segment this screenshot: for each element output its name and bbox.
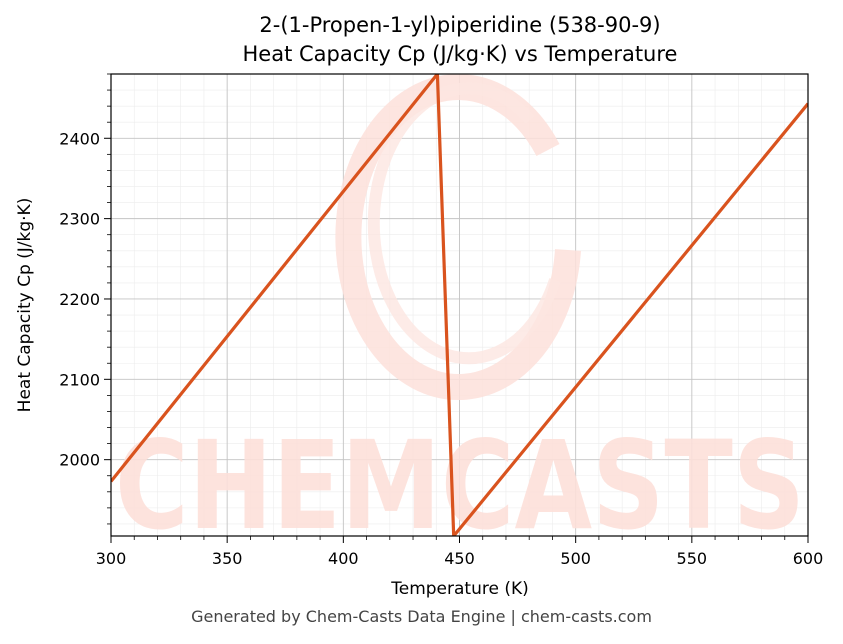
x-tick-label: 400 [328, 549, 359, 568]
x-tick-label: 500 [560, 549, 591, 568]
x-tick-label: 300 [96, 549, 127, 568]
y-tick-label: 2200 [59, 290, 100, 309]
series-group [111, 74, 808, 536]
y-tick-label: 2400 [59, 129, 100, 148]
footer-credit: Generated by Chem-Casts Data Engine | ch… [191, 607, 652, 626]
x-tick-label: 550 [677, 549, 708, 568]
y-axis: 2000 2100 2200 2300 2400 [59, 73, 111, 525]
watermark-text: CHEMCASTS [115, 415, 805, 557]
series-line [111, 74, 808, 536]
major-grid [110, 74, 809, 536]
chart-subtitle: Heat Capacity Cp (J/kg·K) vs Temperature [243, 42, 678, 66]
chart-title: 2-(1-Propen-1-yl)piperidine (538-90-9) [259, 13, 660, 37]
x-axis: 300 350 400 450 500 550 600 [96, 536, 824, 568]
y-tick-label: 2300 [59, 210, 100, 229]
y-tick-label: 2000 [59, 451, 100, 470]
x-axis-label: Temperature (K) [390, 579, 529, 599]
y-axis-label: Heat Capacity Cp (J/kg·K) [15, 198, 35, 413]
x-tick-label: 600 [793, 549, 824, 568]
y-tick-label: 2100 [59, 370, 100, 389]
x-tick-label: 450 [444, 549, 475, 568]
x-tick-label: 350 [212, 549, 243, 568]
chemcasts-watermark: CHEMCASTS [115, 74, 805, 557]
